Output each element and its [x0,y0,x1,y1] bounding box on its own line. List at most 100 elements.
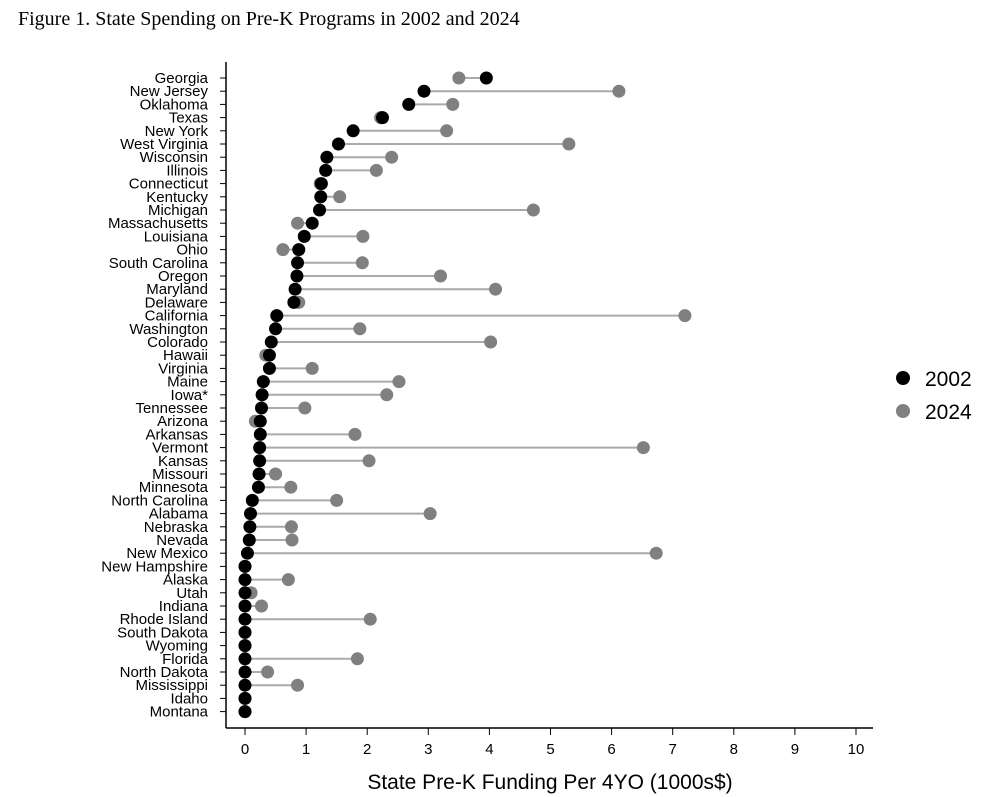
point-2002-alaska [238,573,252,587]
point-2024-vermont [636,441,650,455]
state-label-oklahoma: Oklahoma [140,96,209,113]
point-2024-washington [353,322,367,336]
point-2024-north-dakota [261,665,275,679]
point-2002-virginia [262,361,276,375]
state-label-alaska: Alaska [163,572,209,589]
point-2024-rhode-island [363,612,377,626]
state-label-michigan: Michigan [148,202,208,219]
legend-marker-2024 [896,404,910,418]
state-label-colorado: Colorado [147,334,208,351]
point-2002-arizona [253,414,267,428]
point-2002-oklahoma [402,97,416,111]
point-2024-ohio [276,243,290,257]
point-2002-kentucky [314,190,328,204]
point-2024-south-carolina [355,256,369,270]
state-label-rhode-island: Rhode Island [120,611,208,628]
point-2002-north-dakota [238,665,252,679]
state-label-virginia: Virginia [158,360,208,377]
point-2002-hawaii [262,348,276,362]
state-label-california: California [145,308,209,325]
x-tick-label-9: 9 [791,741,799,758]
state-label-kentucky: Kentucky [146,189,208,206]
x-tick-label-4: 4 [485,741,493,758]
state-label-alabama: Alabama [149,506,209,523]
state-label-minnesota: Minnesota [139,479,209,496]
point-2024-alabama [423,507,437,521]
point-2002-missouri [252,467,266,481]
point-2002-south-dakota [238,625,252,639]
axes-layer: 0 1 2 3 4 5 6 7 8 9 10 [220,62,873,758]
point-2024-colorado [484,335,498,349]
point-2024-oklahoma [446,97,460,111]
state-label-missouri: Missouri [152,466,208,483]
point-2002-alabama [243,507,257,521]
point-2024-illinois [369,163,383,177]
point-2024-iowa [380,388,394,402]
state-label-new-hampshire: New Hampshire [101,558,208,575]
legend-marker-2002 [896,371,910,385]
point-2002-vermont [253,441,267,455]
point-2024-maryland [489,282,503,296]
point-2024-tennessee [298,401,312,415]
point-2002-iowa [255,388,269,402]
state-label-montana: Montana [150,704,209,721]
x-tick-label-2: 2 [363,741,371,758]
state-label-florida: Florida [162,651,209,668]
point-2002-kansas [253,454,267,468]
state-label-maryland: Maryland [146,281,208,298]
state-label-delaware: Delaware [145,294,208,311]
state-label-new-jersey: New Jersey [130,83,209,100]
state-label-ohio: Ohio [176,242,208,259]
state-label-arkansas: Arkansas [145,426,208,443]
point-2002-mississippi [238,678,252,692]
x-tick-label-5: 5 [546,741,554,758]
point-2024-nevada [285,533,299,547]
point-2002-louisiana [297,229,311,243]
point-2024-nebraska [284,520,298,534]
point-2002-connecticut [314,177,328,191]
point-2024-maine [392,375,406,389]
point-2024-kansas [362,454,376,468]
point-2024-missouri [269,467,283,481]
point-2002-delaware [287,295,301,309]
x-tick-label-1: 1 [302,741,310,758]
x-axis-title: State Pre-K Funding Per 4YO (1000s$) [367,771,732,794]
point-2024-wisconsin [385,150,399,164]
state-label-north-carolina: North Carolina [111,492,208,509]
state-label-hawaii: Hawaii [163,347,208,364]
state-label-north-dakota: North Dakota [120,664,209,681]
legend-label-2002: 2002 [925,368,972,391]
point-2002-massachusetts [305,216,319,230]
state-label-indiana: Indiana [159,598,209,615]
point-2024-florida [350,652,364,666]
point-2002-michigan [313,203,327,217]
point-2002-florida [238,652,252,666]
legend: 2002 2024 [896,368,972,424]
point-2002-new-mexico [240,546,254,560]
point-2002-maine [256,375,270,389]
point-2024-north-carolina [330,493,344,507]
state-label-south-dakota: South Dakota [117,624,209,641]
state-label-wyoming: Wyoming [146,638,208,655]
point-2002-oregon [290,269,304,283]
point-2002-maryland [288,282,302,296]
state-label-south-carolina: South Carolina [109,255,209,272]
state-label-tennessee: Tennessee [135,400,208,417]
point-2002-wyoming [238,639,252,653]
point-2002-idaho [238,691,252,705]
state-label-utah: Utah [176,585,208,602]
x-tick-label-6: 6 [607,741,615,758]
point-2024-arkansas [348,427,362,441]
state-label-west-virginia: West Virginia [120,136,208,153]
point-2002-indiana [238,599,252,613]
point-2024-new-jersey [612,84,626,98]
state-label-illinois: Illinois [166,162,208,179]
point-2024-michigan [526,203,540,217]
point-2024-louisiana [356,229,370,243]
point-2002-new-hampshire [238,559,252,573]
x-tick-label-7: 7 [669,741,677,758]
point-2002-new-york [346,124,360,138]
connector-layer [245,77,685,687]
point-2024-minnesota [284,480,298,494]
